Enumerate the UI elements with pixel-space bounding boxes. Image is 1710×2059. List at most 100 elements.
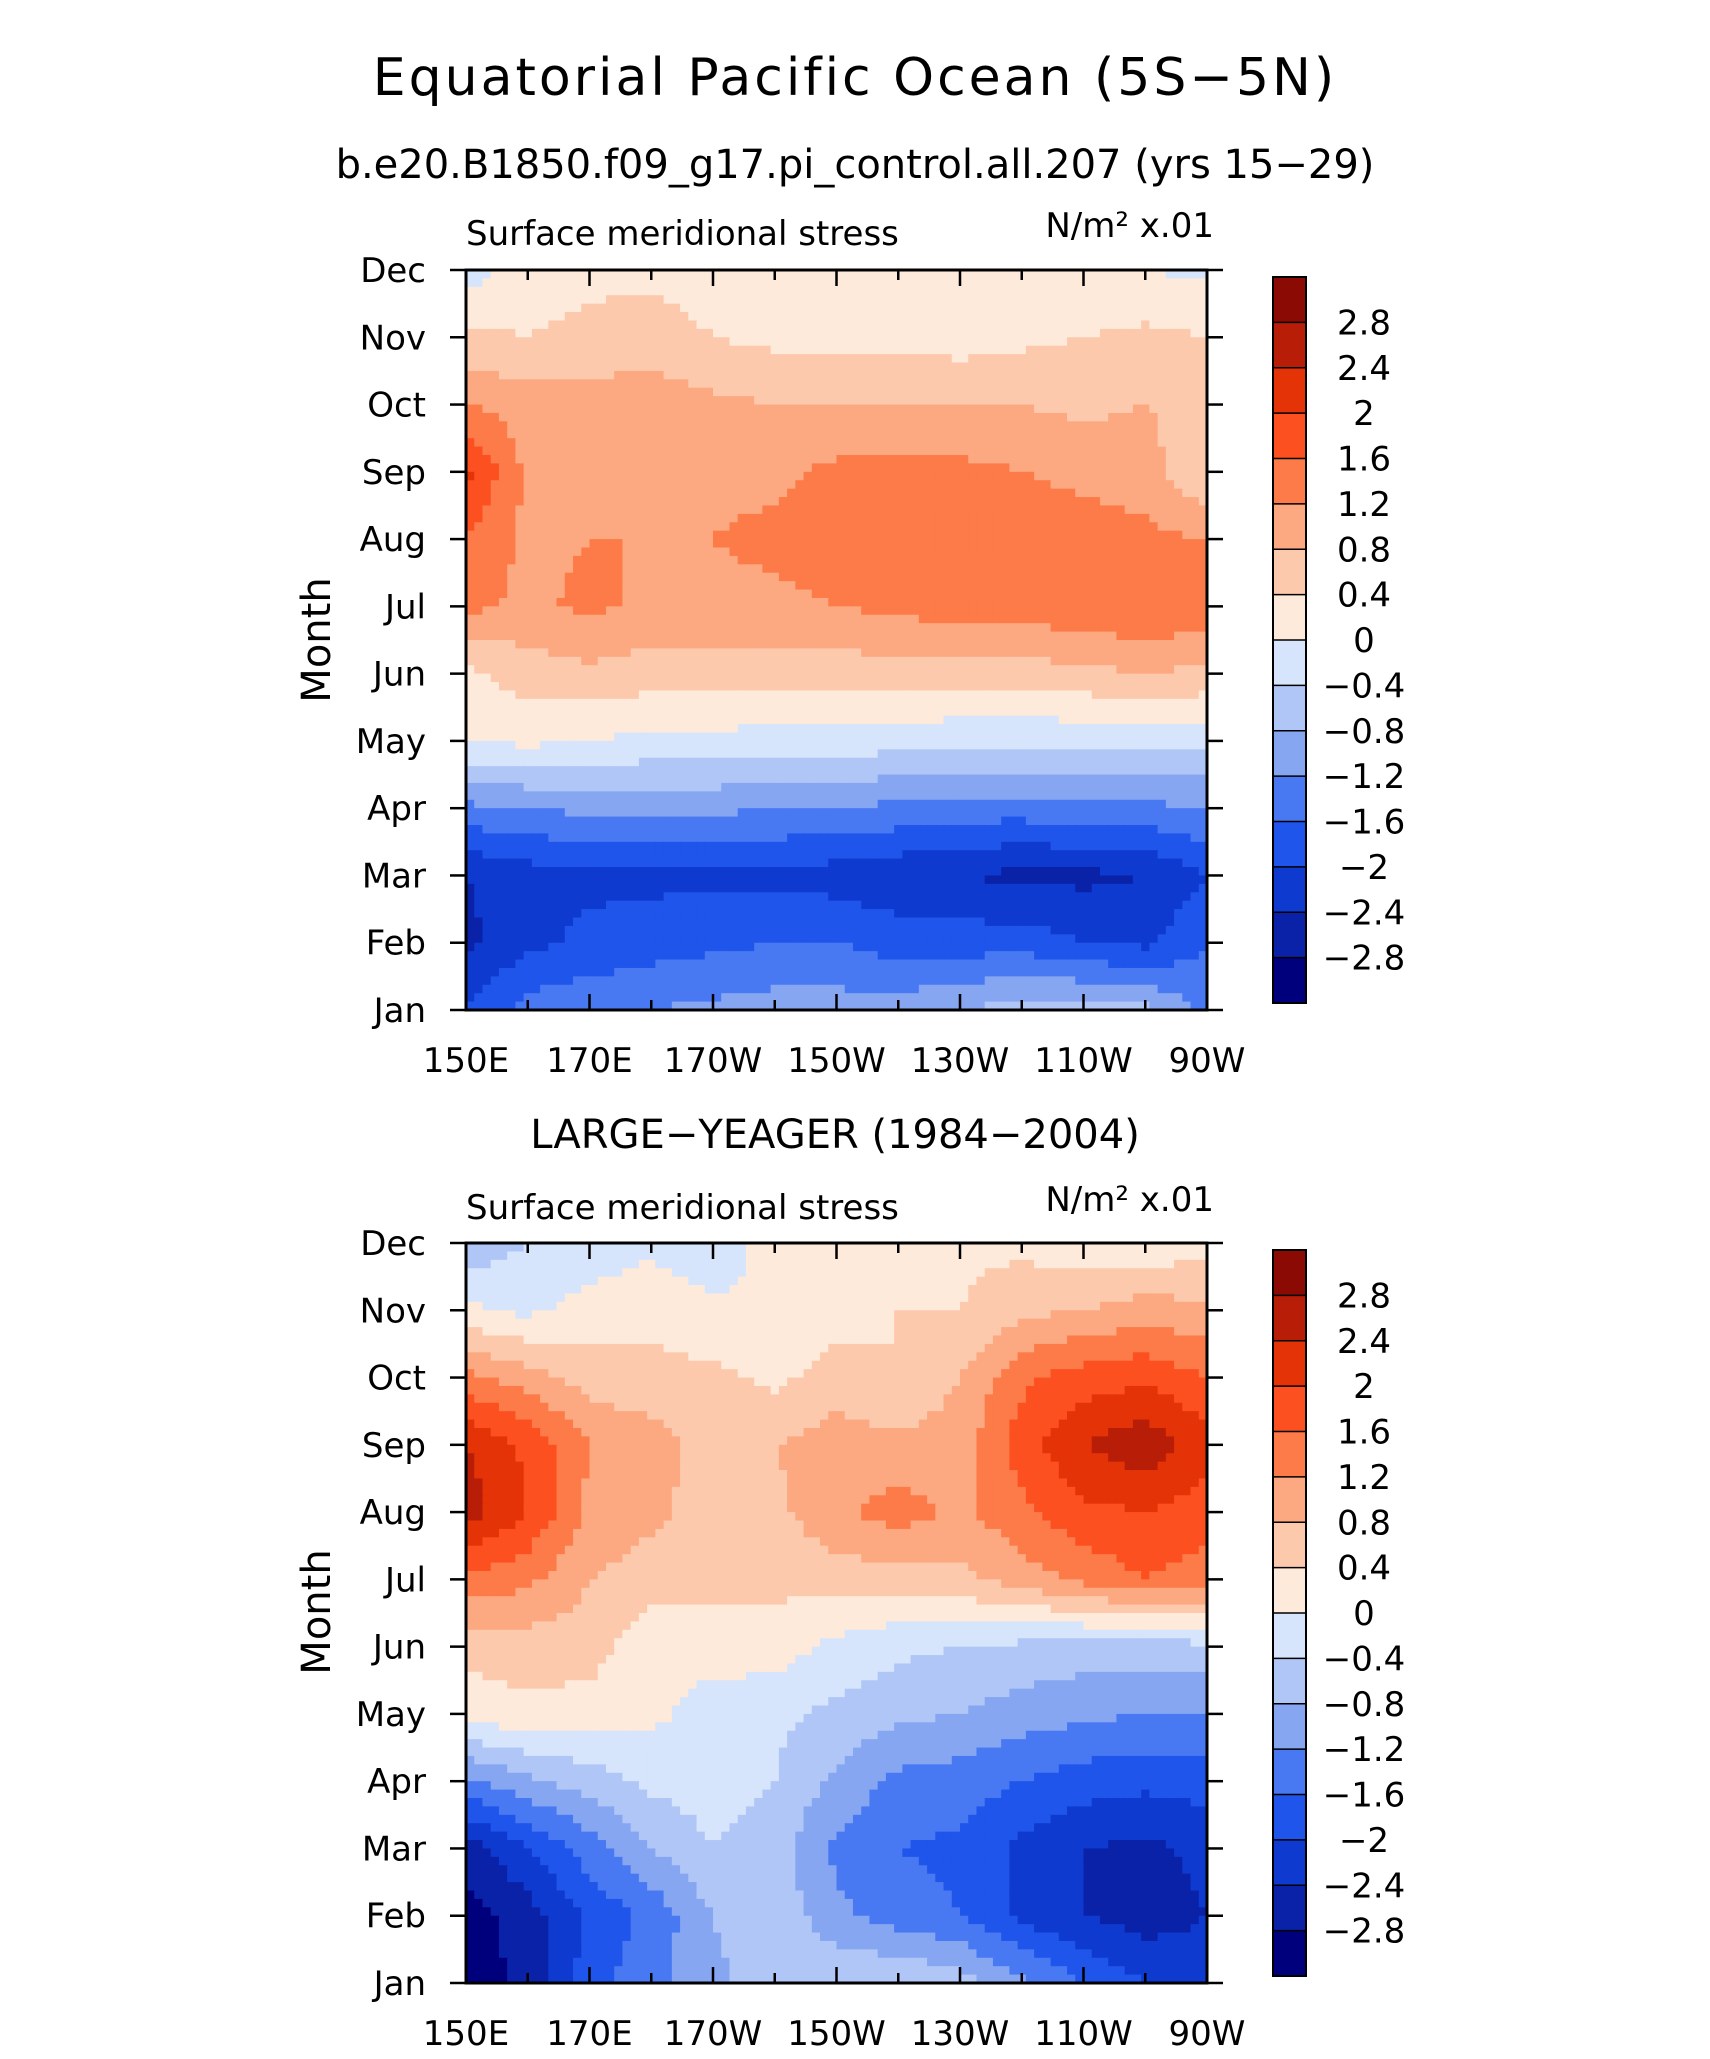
heatmap-cell (647, 303, 656, 313)
heatmap-cell (721, 295, 731, 305)
heatmap-cell (1116, 370, 1126, 380)
heatmap-cell (910, 337, 920, 347)
heatmap-cell (564, 295, 574, 305)
heatmap-cell (531, 623, 541, 633)
heatmap-cell (943, 295, 953, 305)
heatmap-cell (1091, 623, 1101, 633)
heatmap-cell (638, 370, 648, 380)
heatmap-cell (1042, 480, 1052, 490)
heatmap-cell (1165, 421, 1175, 431)
heatmap-cell (1034, 555, 1043, 565)
heatmap-cell (968, 429, 978, 439)
heatmap-cell (902, 673, 912, 683)
heatmap-cell (943, 337, 953, 347)
heatmap-cell (704, 497, 714, 507)
heatmap-cell (704, 707, 714, 717)
heatmap-cell (1182, 513, 1192, 523)
heatmap-cell (688, 446, 698, 456)
heatmap-cell (803, 665, 813, 675)
heatmap-cell (795, 396, 805, 406)
heatmap-cell (770, 715, 780, 725)
heatmap-cell (614, 547, 624, 557)
heatmap-cell (564, 455, 574, 465)
heatmap-cell (762, 354, 772, 364)
heatmap-cell (573, 312, 582, 322)
heatmap-cell (852, 320, 862, 330)
heatmap-cell (466, 640, 475, 650)
heatmap-cell (1165, 715, 1175, 725)
heatmap-cell (1091, 707, 1101, 717)
heatmap-cell (1034, 715, 1043, 725)
heatmap-cell (1174, 497, 1183, 507)
heatmap-cell (984, 572, 994, 582)
heatmap-cell (490, 539, 500, 549)
heatmap-cell (935, 623, 945, 633)
heatmap-cell (894, 286, 903, 296)
heatmap-cell (976, 547, 986, 557)
heatmap-cell (523, 446, 533, 456)
heatmap-cell (729, 631, 739, 641)
heatmap-cell (507, 337, 516, 347)
heatmap-cell (935, 278, 945, 288)
heatmap-cell (482, 354, 492, 364)
heatmap-cell (1124, 606, 1134, 616)
heatmap-cell (704, 665, 714, 675)
heatmap-cell (515, 438, 525, 448)
heatmap-cell (655, 707, 665, 717)
heatmap-cell (498, 564, 508, 574)
heatmap-cell (1132, 539, 1142, 549)
heatmap-cell (811, 328, 821, 338)
heatmap-cell (466, 631, 475, 641)
heatmap-cell (778, 707, 788, 717)
heatmap-cell (1075, 337, 1085, 347)
heatmap-cell (894, 530, 903, 540)
heatmap-cell (1182, 471, 1192, 481)
heatmap-cell (894, 455, 903, 465)
heatmap-cell (795, 471, 805, 481)
heatmap-cell (1190, 362, 1200, 372)
heatmap-cell (1190, 328, 1200, 338)
heatmap-cell (573, 488, 582, 498)
heatmap-cell (902, 581, 912, 591)
heatmap-cell (754, 278, 763, 288)
heatmap-cell (984, 328, 994, 338)
heatmap-cell (1124, 345, 1134, 355)
heatmap-cell (696, 505, 706, 515)
heatmap-cell (885, 581, 895, 591)
heatmap-cell (1025, 320, 1035, 330)
heatmap-cell (1083, 555, 1093, 565)
heatmap-cell (910, 539, 920, 549)
heatmap-cell (696, 698, 706, 708)
heatmap-cell (482, 530, 492, 540)
heatmap-cell (605, 337, 615, 347)
heatmap-cell (605, 640, 615, 650)
heatmap-cell (935, 396, 945, 406)
heatmap-cell (663, 446, 673, 456)
heatmap-cell (1141, 295, 1150, 305)
heatmap-cell (490, 438, 500, 448)
heatmap-cell (951, 682, 961, 692)
heatmap-cell (721, 539, 731, 549)
heatmap-cell (885, 606, 895, 616)
heatmap-cell (1050, 724, 1060, 734)
heatmap-cell (836, 320, 846, 330)
heatmap-cell (729, 354, 739, 364)
heatmap-cell (1141, 522, 1150, 532)
heatmap-cell (1025, 665, 1035, 675)
heatmap-cell (935, 614, 945, 624)
heatmap-cell (778, 597, 788, 607)
heatmap-cell (482, 471, 492, 481)
heatmap-cell (811, 614, 821, 624)
heatmap-cell (918, 270, 928, 280)
heatmap-cell (1124, 455, 1134, 465)
heatmap-cell (1091, 564, 1101, 574)
heatmap-cell (770, 564, 780, 574)
heatmap-cell (671, 278, 681, 288)
heatmap-cell (1157, 337, 1167, 347)
heatmap-cell (828, 505, 838, 515)
heatmap-cell (1132, 656, 1142, 666)
heatmap-cell (630, 572, 640, 582)
heatmap-cell (820, 530, 829, 540)
heatmap-cell (1149, 614, 1159, 624)
heatmap-cell (1075, 320, 1085, 330)
